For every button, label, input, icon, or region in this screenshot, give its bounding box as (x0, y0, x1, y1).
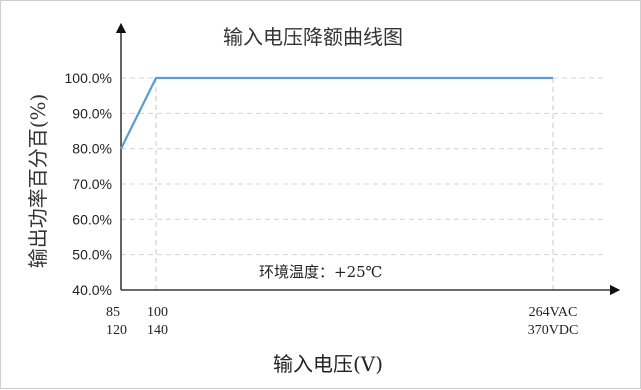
x-tick-label: 100 (147, 305, 168, 320)
y-tick-label: 100.0% (65, 70, 112, 86)
y-tick-label: 90.0% (72, 105, 112, 121)
chart-title: 输入电压降额曲线图 (223, 25, 403, 49)
x-tick-label: 370VDC (528, 323, 579, 338)
y-tick-label: 50.0% (72, 247, 112, 263)
x-tick-label: 140 (147, 323, 168, 338)
x-tick-labels: 85 120 100 140 264VAC 370VDC (106, 305, 578, 338)
series-layer (120, 76, 553, 150)
grid-lines (121, 77, 603, 290)
series-line (120, 76, 553, 150)
x-axis-label: 输入电压(V) (273, 352, 383, 376)
y-tick-label: 60.0% (72, 211, 112, 227)
y-tick-labels: 40.0% 50.0% 60.0% 70.0% 80.0% 90.0% 100.0% (65, 70, 112, 298)
x-tick-label: 264VAC (529, 305, 578, 320)
y-tick-label: 70.0% (72, 176, 112, 192)
y-axis-label: 输出功率百分百(%) (26, 94, 50, 269)
x-tick-label: 120 (106, 323, 127, 338)
x-tick-label: 85 (106, 305, 120, 320)
y-tick-label: 40.0% (72, 282, 112, 298)
y-tick-label: 80.0% (72, 141, 112, 157)
ambient-temperature-note: 环境温度：+25℃ (259, 263, 382, 281)
